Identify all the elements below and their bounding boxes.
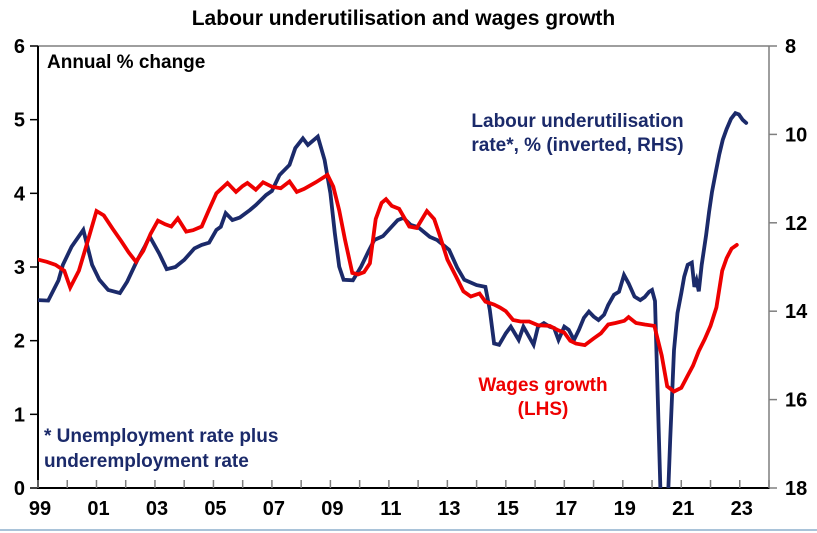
right-axis-tick-label: 16 <box>785 390 807 412</box>
footnote-line1: * Unemployment rate plus <box>44 426 279 447</box>
x-axis-tick-label: 23 <box>731 498 753 520</box>
legend-wages-series: Wages growth (LHS) <box>433 374 653 422</box>
chart-title: Labour underutilisation and wages growth <box>191 7 616 30</box>
x-axis-tick-label: 99 <box>29 498 51 520</box>
x-axis-tick-label: 03 <box>146 498 168 520</box>
footnote-line2: underemployment rate <box>44 451 249 472</box>
left-axis-tick-label: 6 <box>14 36 25 58</box>
x-axis-tick-label: 17 <box>555 498 577 520</box>
legend-wages-line2: (LHS) <box>517 399 569 420</box>
page-divider-rule <box>0 529 817 531</box>
left-axis-tick-label: 0 <box>14 478 25 500</box>
left-axis-tick-label: 1 <box>14 404 25 426</box>
x-axis-tick-label: 19 <box>614 498 636 520</box>
left-axis-tick-label: 2 <box>14 331 25 353</box>
axis-units-annotation: Annual % change <box>47 52 206 73</box>
wages-growth-line <box>38 172 739 394</box>
left-axis-tick-label: 5 <box>14 110 25 132</box>
x-axis-tick-label: 01 <box>87 498 109 520</box>
x-axis-tick-label: 07 <box>263 498 285 520</box>
legend-wages-line1: Wages growth <box>478 375 608 396</box>
labour-underutilisation-line <box>38 110 749 488</box>
legend-underutilisation-line1: Labour underutilisation <box>471 111 684 132</box>
x-axis-tick-label: 21 <box>672 498 694 520</box>
x-axis-tick-label: 13 <box>438 498 460 520</box>
legend-underutilisation-series: Labour underutilisation rate*, % (invert… <box>415 110 740 158</box>
legend-underutilisation-line2: rate*, % (inverted, RHS) <box>471 135 684 156</box>
right-axis-tick-label: 18 <box>785 478 807 500</box>
x-axis-tick-label: 11 <box>380 498 401 520</box>
left-axis-tick-label: 4 <box>14 183 26 205</box>
right-axis-tick-label: 10 <box>785 124 807 146</box>
chart-footnote: * Unemployment rate plus underemployment… <box>44 424 278 474</box>
right-axis-tick-label: 14 <box>785 301 808 323</box>
right-axis-tick-label: 12 <box>785 213 807 235</box>
left-axis-tick-label: 3 <box>14 257 25 279</box>
x-axis-tick-label: 09 <box>321 498 343 520</box>
x-axis-tick-label: 05 <box>204 498 226 520</box>
x-axis-tick-label: 15 <box>497 498 519 520</box>
right-axis-tick-label: 8 <box>785 36 796 58</box>
